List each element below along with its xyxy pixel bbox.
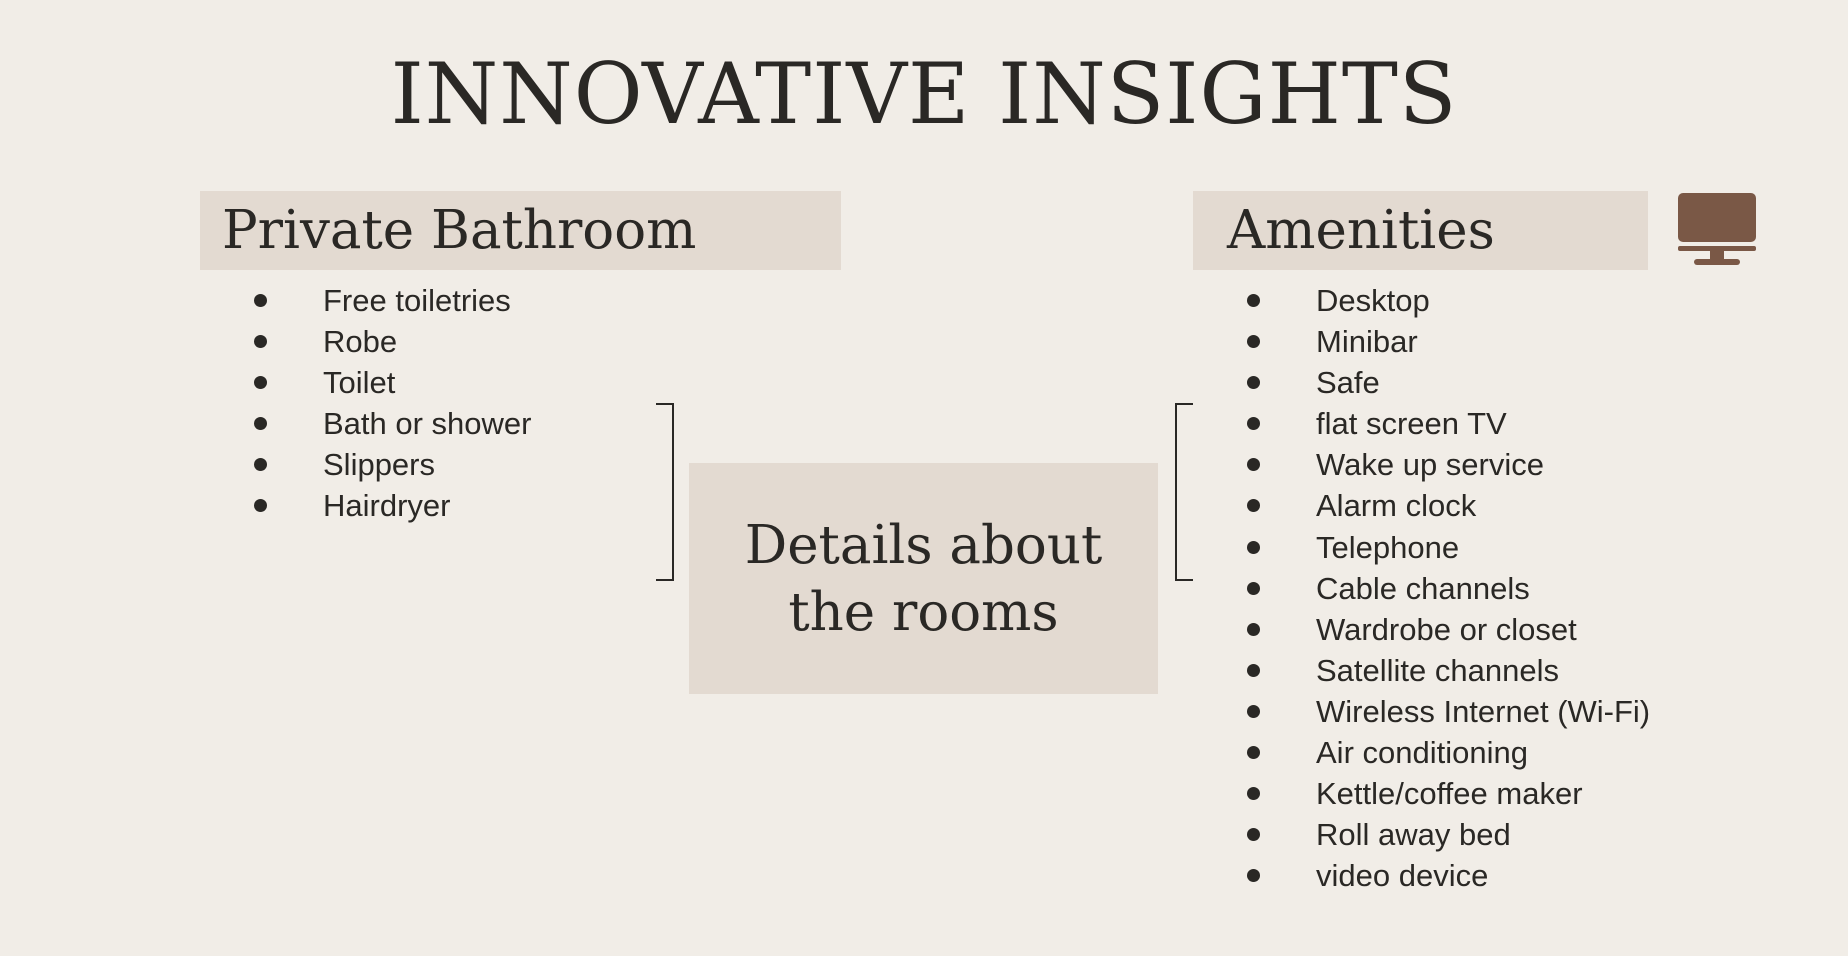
bullet-icon — [254, 294, 267, 307]
bullet-icon — [1247, 581, 1260, 595]
bullet-icon — [254, 458, 267, 472]
monitor-icon — [1678, 193, 1756, 265]
list-item: Cable channels — [0, 568, 1848, 609]
bullet-icon — [1247, 746, 1260, 760]
bullet-icon — [254, 335, 267, 349]
list-item: Wardrobe or closet — [0, 609, 1848, 650]
bullet-icon — [1247, 376, 1260, 390]
bullet-icon — [1247, 663, 1260, 677]
bullet-icon — [1247, 458, 1260, 472]
left-connector-bracket — [656, 403, 674, 581]
private-bathroom-list: Free toiletries Robe Toilet Bath or show… — [0, 280, 620, 527]
bullet-icon — [1247, 704, 1260, 718]
bullet-icon — [1247, 294, 1260, 307]
list-item: Free toiletries — [0, 280, 620, 321]
bullet-icon — [1247, 540, 1260, 554]
bullet-icon — [1247, 787, 1260, 801]
list-item: Wireless Internet (Wi-Fi) — [0, 691, 1848, 732]
private-bathroom-heading: Private Bathroom — [200, 191, 841, 270]
list-item: Air conditioning — [0, 732, 1848, 773]
list-item: Telephone — [0, 527, 1848, 568]
list-item: flat screen TV — [0, 403, 1848, 444]
page-title: INNOVATIVE INSIGHTS — [390, 45, 1458, 143]
right-connector-bracket — [1175, 403, 1193, 581]
list-item: Robe — [0, 321, 620, 362]
list-item: Wake up service — [0, 444, 1848, 485]
bullet-icon — [254, 499, 267, 513]
list-item: Minibar — [0, 321, 1848, 362]
list-item: Satellite channels — [0, 650, 1848, 691]
list-item: Kettle/coffee maker — [0, 773, 1848, 814]
list-item: Safe — [0, 362, 1848, 403]
list-item: Slippers — [0, 444, 620, 485]
bullet-icon — [1247, 828, 1260, 842]
bullet-icon — [1247, 417, 1260, 431]
center-details-text: Details about the rooms — [744, 514, 1103, 643]
amenities-heading: Amenities — [1193, 191, 1648, 270]
list-item: Bath or shower — [0, 403, 620, 444]
amenities-list: Desktop Minibar Safe flat screen TV Wake… — [0, 280, 1848, 896]
list-item: Alarm clock — [0, 485, 1848, 526]
list-item: Toilet — [0, 362, 620, 403]
bullet-icon — [1247, 335, 1260, 349]
bullet-icon — [1247, 622, 1260, 636]
list-item: video device — [0, 855, 1848, 896]
bullet-icon — [1247, 499, 1260, 513]
bullet-icon — [254, 376, 267, 390]
center-details-box: Details about the rooms — [689, 463, 1158, 694]
list-item: Roll away bed — [0, 814, 1848, 855]
bullet-icon — [254, 417, 267, 431]
list-item: Desktop — [0, 280, 1848, 321]
bullet-icon — [1247, 869, 1260, 883]
list-item: Hairdryer — [0, 485, 620, 526]
